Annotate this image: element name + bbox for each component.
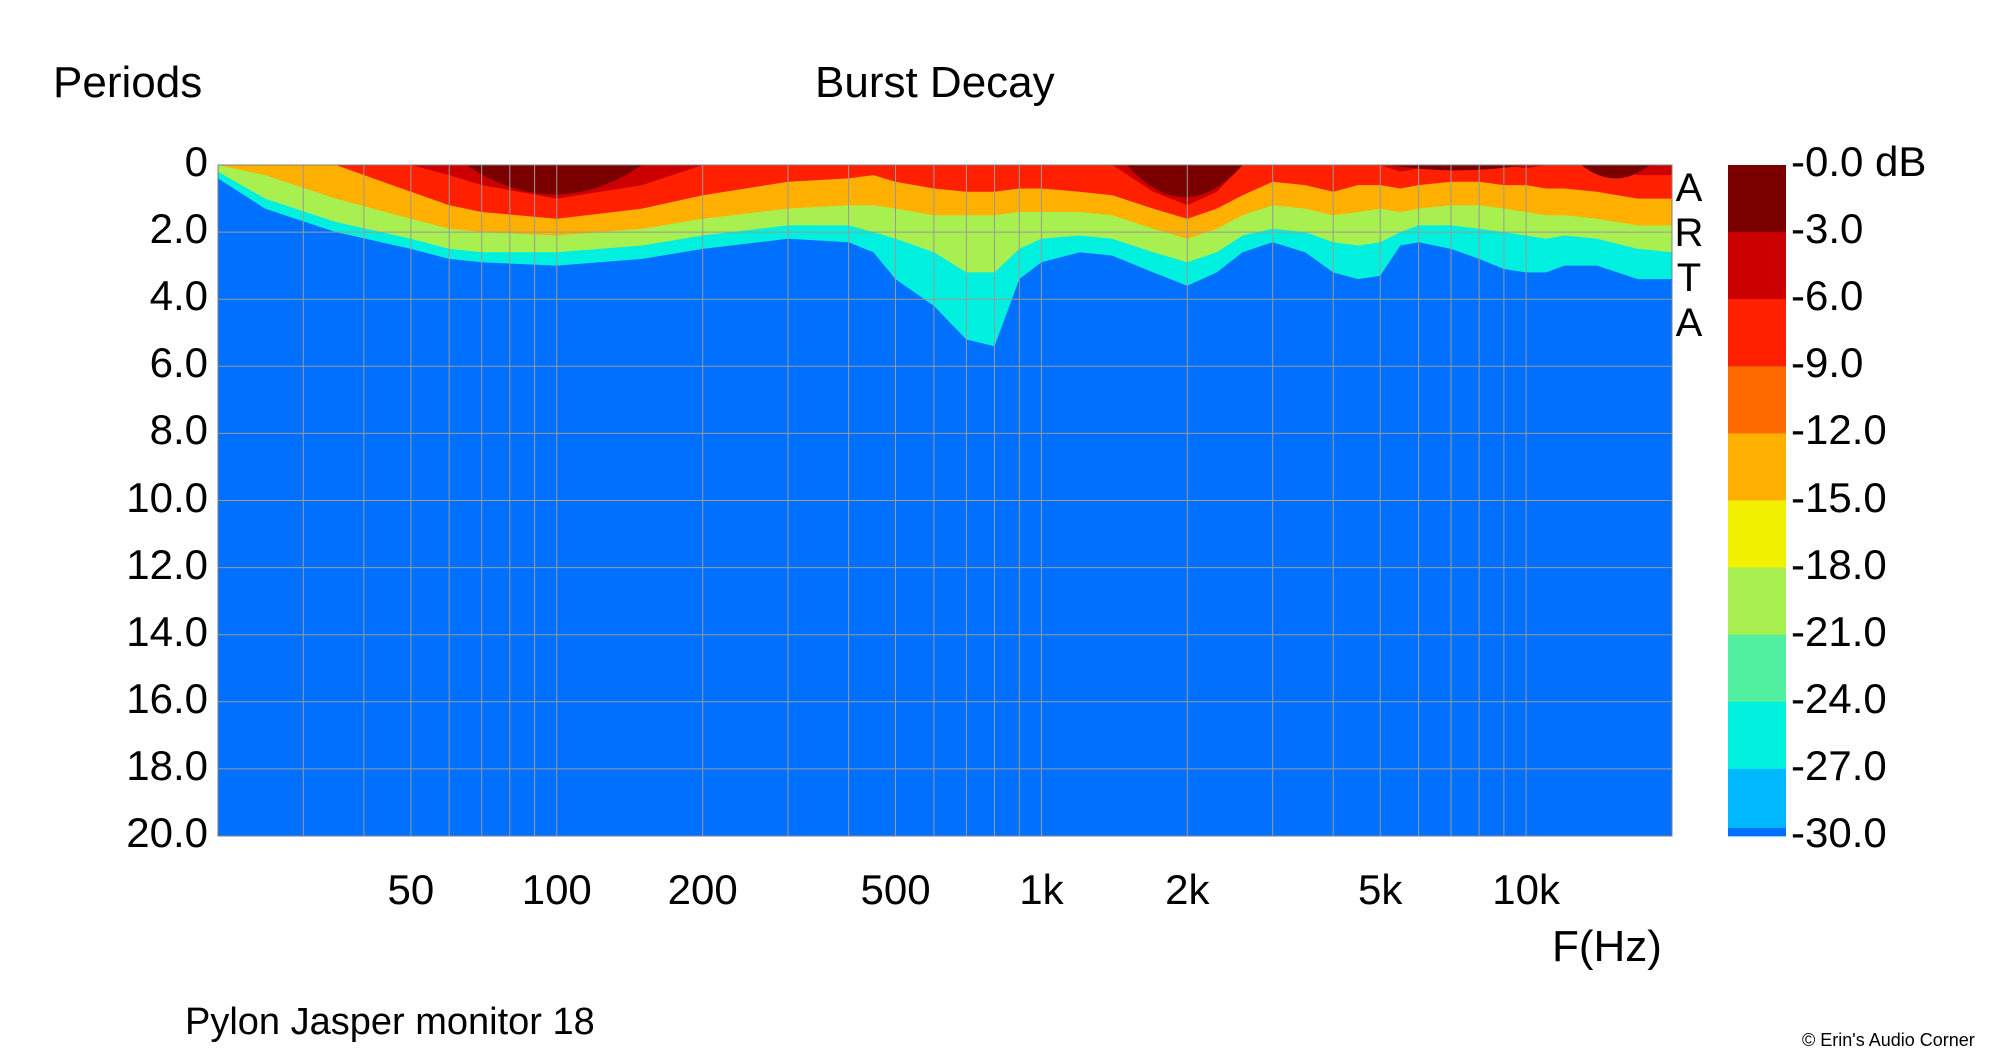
colorbar-label: -18.0 <box>1791 540 1887 588</box>
y-tick-label: 4.0 <box>149 272 208 320</box>
colorbar-swatch <box>1728 768 1786 837</box>
x-axis-title: F(Hz) <box>1552 922 1662 971</box>
decay-peak-2 <box>1388 165 1527 171</box>
copyright-notice: © Erin's Audio Corner <box>1802 1030 1975 1050</box>
x-tick-label: 50 <box>387 866 435 913</box>
colorbar-swatch <box>1728 634 1786 703</box>
footer-caption: Pylon Jasper monitor 18 <box>185 1001 595 1043</box>
colorbar-label: -3.0 <box>1791 205 1864 253</box>
x-tick-label: 2k <box>1165 866 1210 913</box>
y-tick-label: 0 <box>184 138 208 185</box>
y-tick-label: 2.0 <box>149 205 208 253</box>
y-axis-title: Periods <box>53 58 203 107</box>
chart-title: Burst Decay <box>815 58 1055 107</box>
colorbar-label: -6.0 <box>1791 272 1864 320</box>
y-tick-label: 12.0 <box>126 540 208 588</box>
decay-peak-1 <box>1126 165 1243 198</box>
colorbar-label: -9.0 <box>1791 339 1864 387</box>
y-tick-label: 8.0 <box>149 406 208 454</box>
colorbar-label: -27.0 <box>1791 741 1887 789</box>
y-tick-label: 18.0 <box>126 741 208 789</box>
brand-letter-r: R <box>1674 211 1704 255</box>
x-tick-label: 500 <box>860 866 931 913</box>
colorbar-swatch <box>1728 165 1786 233</box>
brand-letter-a1: A <box>1675 166 1703 210</box>
x-tick-label: 1k <box>1019 866 1064 913</box>
brand-letter-t: T <box>1676 256 1702 300</box>
decay-peak-3 <box>1581 165 1650 179</box>
y-tick-label: 14.0 <box>126 607 208 655</box>
colorbar-swatch <box>1728 433 1786 501</box>
colorbar-swatch <box>1728 232 1786 300</box>
x-tick-label: 100 <box>521 866 592 913</box>
colorbar-floor-swatch <box>1728 828 1786 836</box>
brand-letter-a2: A <box>1675 301 1703 345</box>
colorbar-label: -21.0 <box>1791 607 1887 655</box>
y-tick-label: 10.0 <box>126 473 208 521</box>
colorbar-swatch <box>1728 500 1786 569</box>
x-tick-label: 200 <box>667 866 738 913</box>
y-tick-label: 6.0 <box>149 339 208 387</box>
colorbar-swatch <box>1728 299 1786 367</box>
colorbar-label: -0.0 dB <box>1791 138 1927 185</box>
x-tick-label: 5k <box>1358 866 1403 913</box>
colorbar-swatch <box>1728 366 1786 434</box>
colorbar-swatch <box>1728 567 1786 636</box>
y-tick-label: 20.0 <box>126 809 208 856</box>
colorbar-label: -12.0 <box>1791 406 1887 454</box>
y-tick-label: 16.0 <box>126 674 208 722</box>
colorbar-label: -24.0 <box>1791 674 1887 722</box>
colorbar-swatch <box>1728 701 1786 770</box>
plot-frame <box>217 164 1673 837</box>
x-tick-label: 10k <box>1492 866 1560 913</box>
colorbar-label: -15.0 <box>1791 473 1887 521</box>
colorbar-label: -30.0 <box>1791 809 1887 856</box>
